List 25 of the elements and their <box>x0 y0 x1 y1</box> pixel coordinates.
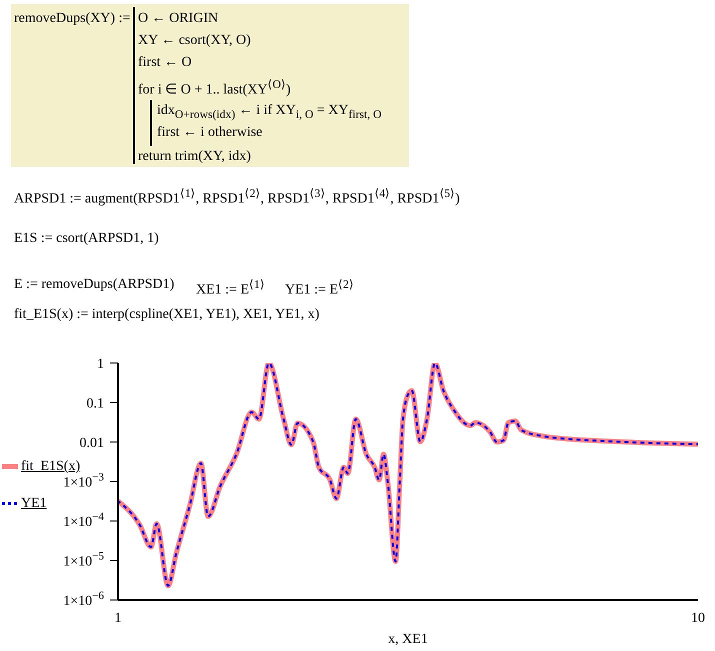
y-tick-label: 1 <box>97 357 104 372</box>
text: for i ∈ O + 1.. last(XY$^{⟨O⟩}$) <box>138 77 291 100</box>
text: fit_E1S(x) := interp(cspline(XE1, YE1), XE1, YE1, x) <box>14 306 320 324</box>
text: first ← i otherwise <box>157 124 262 142</box>
text: first ← O <box>138 54 192 72</box>
text: ARPSD1 := augment(RPSD1$^{⟨1⟩}$, RPSD1$^{⟨2⟩}$, RPSD1$^{⟨3⟩}$, RPSD1$^{⟨4⟩}$, RPSD1$^{⟨5⟩}$) <box>14 187 460 207</box>
legend-label: YE1 <box>21 496 47 511</box>
text: E := removeDups(ARPSD1) <box>14 276 174 294</box>
y-tick-label: 0.01 <box>80 436 104 451</box>
text: removeDups(XY) := <box>14 10 130 28</box>
y-tick-label: 1×10$^{−5}$ <box>63 550 104 570</box>
y-tick-label: 1×10$^{−6}$ <box>63 590 104 609</box>
text: XY ← csort(XY, O) <box>138 32 251 50</box>
y-tick-label: 0.1 <box>86 396 104 412</box>
x-axis-title: x, XE1 <box>387 632 429 648</box>
x-tick-label: 10 <box>691 611 705 626</box>
text: E1S := csort(ARPSD1, 1) <box>14 230 159 248</box>
y-tick-label: 1×10$^{−3}$ <box>63 472 104 490</box>
y-tick-label: 1×10$^{−4}$ <box>63 511 104 530</box>
text: YE1 := E$^{⟨2⟩}$ <box>285 277 354 300</box>
text: return trim(XY, idx) <box>138 148 251 166</box>
text: O ← ORIGIN <box>138 10 218 28</box>
text: XE1 := E$^{⟨1⟩}$ <box>196 277 265 300</box>
text: idx$_{O+rows(idx)}$ ← i if XY$_{i, O}$ = XY$_{first, O}$ <box>157 102 382 123</box>
legend-label: fit_E1S(x) <box>21 459 80 474</box>
